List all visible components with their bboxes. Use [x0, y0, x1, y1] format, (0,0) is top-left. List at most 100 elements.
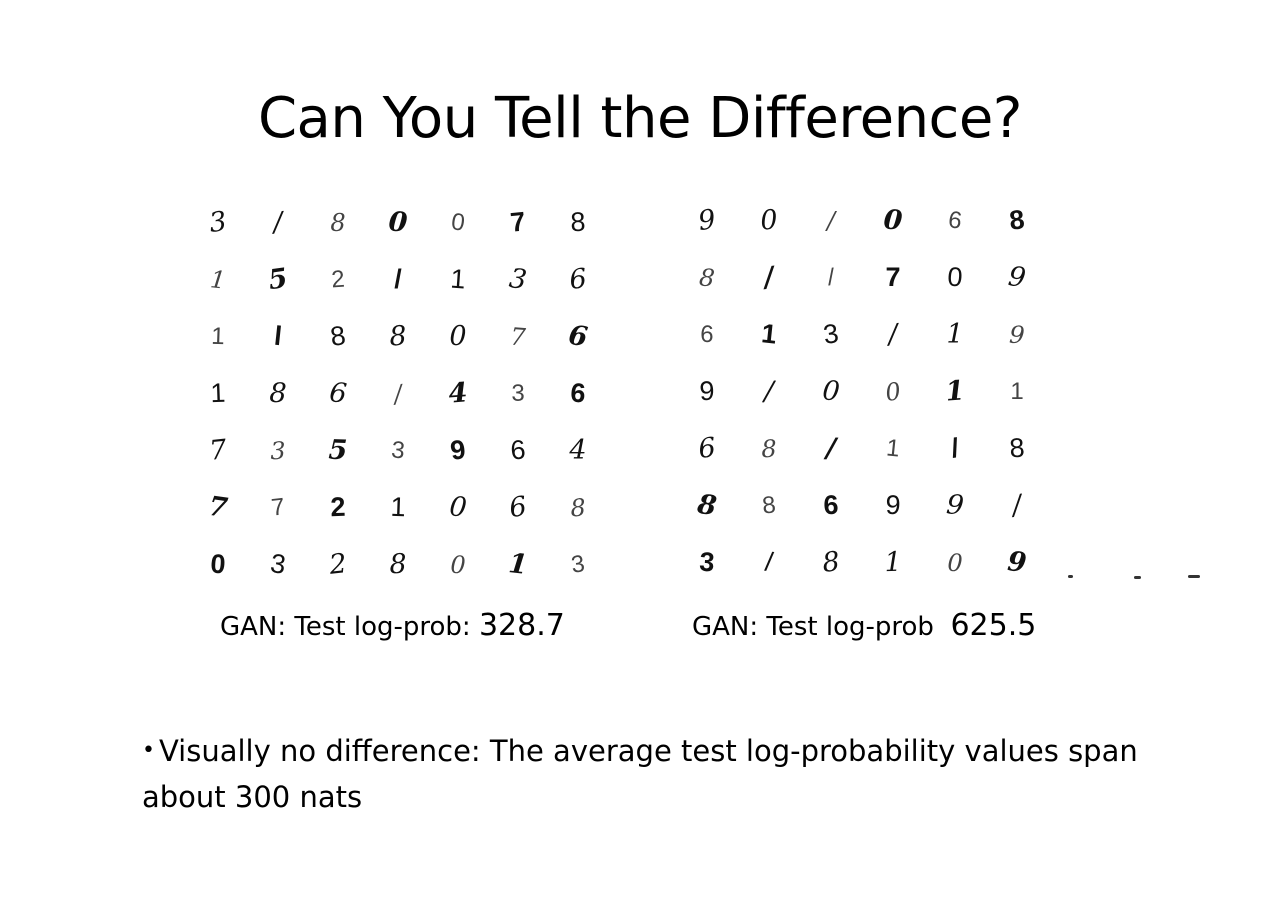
left-digit: 6 [507, 490, 529, 525]
right-digit: 0 [882, 204, 904, 237]
left-digit: 3 [207, 205, 229, 240]
left-digit: 8 [330, 208, 346, 237]
right-digit: 1 [944, 375, 966, 408]
left-digit: 3 [511, 379, 525, 407]
left-digit: 6 [327, 377, 349, 410]
left-digit: 7 [269, 492, 286, 522]
right-digit: 9 [1008, 320, 1026, 349]
left-digit-grid: 3 / 8 0 0 7 8 1 5 2 / 1 3 6 1 l 8 8 0 7 6 1 8 6 / 4 3 6 7 3 5 3 9 6 4 7 7 2 1 0… [188, 194, 608, 593]
left-digit: 3 [389, 435, 407, 465]
right-digit: 8 [1008, 432, 1026, 464]
right-digit: 1 [884, 433, 902, 463]
trailing-dots [1068, 575, 1208, 579]
left-digit: 7 [508, 206, 527, 238]
right-digit: / [763, 375, 775, 408]
left-digit: 9 [448, 434, 468, 466]
left-digit: 4 [569, 435, 587, 466]
right-digit: 9 [1006, 260, 1028, 295]
right-digit: 9 [696, 203, 718, 238]
dot [1134, 576, 1141, 579]
left-digit: 3 [569, 549, 587, 579]
right-digit: 8 [820, 546, 842, 579]
left-digit: 6 [569, 377, 587, 409]
dot [1068, 575, 1073, 578]
left-digit: 3 [269, 436, 287, 465]
right-digit: 7 [885, 262, 901, 292]
dot [1188, 575, 1200, 578]
right-caption-prefix: GAN: Test log-prob [692, 612, 951, 642]
right-digit: 8 [695, 488, 719, 523]
left-digit: 8 [569, 493, 587, 522]
left-digit: 4 [447, 377, 469, 410]
right-digit: / [825, 432, 837, 465]
right-digit: 6 [699, 320, 715, 348]
right-digit: 6 [696, 432, 718, 465]
right-digit: 3 [698, 546, 716, 578]
right-digit: 0 [883, 376, 903, 407]
left-digit: l [272, 320, 284, 352]
right-digit: 8 [1007, 204, 1026, 236]
right-digit: / [887, 318, 899, 351]
left-digit: / [394, 264, 402, 294]
left-digit: 0 [387, 206, 409, 239]
right-caption: GAN: Test log-prob 625.5 [692, 608, 1036, 645]
left-digit: 5 [266, 262, 290, 297]
right-digit: 8 [760, 434, 778, 463]
right-digit: 9 [1006, 546, 1028, 579]
right-caption-value: 625.5 [950, 608, 1037, 643]
left-digit: 0 [449, 550, 467, 579]
bullet-point: • Visually no difference: The average tes… [142, 728, 1152, 820]
left-caption-value: 328.7 [478, 608, 565, 643]
bullet-mark: • [142, 738, 155, 763]
right-digit: / [1010, 489, 1024, 522]
left-digit: 1 [449, 263, 467, 295]
left-digit: 8 [388, 548, 408, 581]
left-digit: 6 [567, 263, 589, 296]
right-digit: 0 [946, 548, 964, 577]
right-digit: 9 [698, 375, 716, 407]
right-digit: 9 [944, 489, 966, 522]
left-digit: 2 [330, 265, 346, 293]
right-digit: 0 [946, 261, 964, 293]
right-digit-grid: 9 0 / 0 6 8 8 / / 7 0 9 6 1 3 / 1 9 9 / 0 0 1 1 6 8 / 1 / 8 8 8 6 9 9 / 3 / 8 1… [676, 192, 1048, 591]
left-digit: 0 [449, 207, 467, 237]
left-digit: 5 [328, 434, 348, 467]
left-digit: 7 [509, 322, 527, 351]
left-digit: / [392, 379, 404, 408]
left-digit: 8 [569, 206, 587, 238]
left-digit: 0 [449, 321, 467, 352]
left-digit: / [272, 206, 284, 239]
left-digit: 8 [328, 320, 348, 352]
slide-title: Can You Tell the Difference? [257, 86, 1023, 151]
left-digit: 1 [208, 264, 228, 295]
left-digit: 8 [388, 320, 408, 353]
left-digit: 7 [206, 490, 230, 525]
left-digit: 6 [566, 319, 590, 354]
right-digit: 9 [884, 489, 902, 521]
left-digit: 2 [327, 548, 349, 581]
right-digit: 1 [946, 319, 964, 350]
right-digit: / [761, 261, 777, 294]
right-digit: 6 [822, 489, 840, 521]
right-digit: 1 [1010, 377, 1024, 405]
left-digit: 1 [210, 322, 226, 350]
right-digit: 6 [946, 205, 964, 235]
right-digit: 0 [820, 375, 842, 408]
right-digit: 1 [883, 546, 903, 579]
right-digit: 3 [821, 318, 841, 350]
left-digit: 1 [389, 491, 407, 523]
left-digit: 0 [209, 548, 227, 580]
left-digit: 2 [329, 491, 347, 523]
right-digit: 1 [760, 318, 779, 350]
right-digit: / [949, 432, 961, 464]
left-digit: 3 [507, 262, 529, 297]
left-digit: 0 [447, 491, 469, 524]
bullet-text: Visually no difference: The average test… [142, 734, 1138, 814]
left-digit: 3 [268, 548, 288, 580]
right-digit: / [763, 546, 775, 578]
left-caption: GAN: Test log-prob: 328.7 [220, 608, 565, 645]
left-digit: 1 [507, 548, 529, 581]
right-digit: 8 [760, 490, 777, 520]
left-caption-prefix: GAN: Test log-prob: [220, 612, 479, 642]
